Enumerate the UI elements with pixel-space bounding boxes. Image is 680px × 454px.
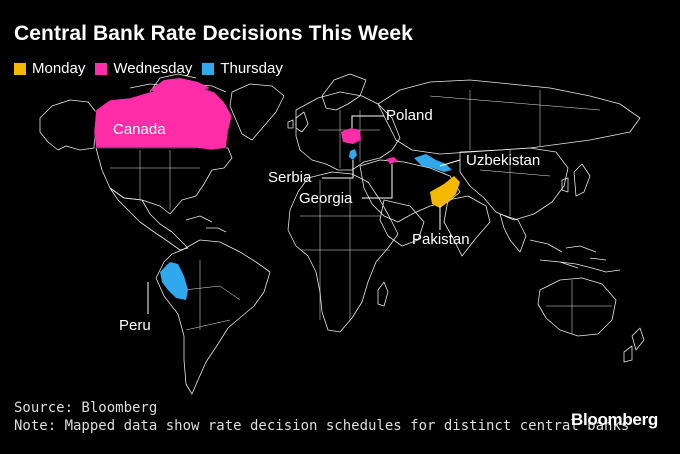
legend-label-wednesday: Wednesday [113,60,193,77]
arabia-outline [379,199,425,247]
country-uzbekistan [414,154,452,172]
label-poland: Poland [386,107,433,124]
legend-item-wednesday: Wednesday [95,60,192,77]
madagascar-outline [377,281,389,307]
legend-swatch-wednesday [95,62,108,75]
label-georgia: Georgia [299,190,353,207]
leader-line-poland [351,115,384,128]
leader-line-serbia [322,160,354,179]
indonesia-outline [559,257,621,273]
russia-outline [377,79,641,155]
new-zealand-outline [623,327,645,363]
legend-swatch-thursday [202,62,215,75]
label-pakistan: Pakistan [412,231,470,248]
label-canada: Canada [113,121,166,138]
uk-outline [287,111,309,133]
south-america-outline [155,239,271,395]
legend-item-thursday: Thursday [202,60,283,77]
label-serbia: Serbia [268,169,312,186]
country-canada [93,85,233,151]
alaska-outline [39,99,97,151]
country-poland [341,128,361,144]
legend-label-thursday: Thursday [220,60,283,77]
source-text: Source: Bloomberg [14,400,158,416]
se-asia-outline [499,213,527,253]
india-outline [443,195,491,257]
mexico-outline [109,187,189,251]
land-outlines [39,73,645,395]
note-text: Note: Mapped data show rate decision sch… [14,418,630,434]
chart-title: Central Bank Rate Decisions This Week [14,22,413,45]
japan-outline [561,163,591,197]
greenland-outline [229,83,285,141]
scandinavia-outline [321,73,367,111]
country-peru [160,262,188,300]
australia-outline [537,277,617,337]
leader-line-georgia [362,164,393,199]
legend: Monday Wednesday Thursday [14,60,293,77]
legend-swatch-monday [14,62,26,75]
highlighted-countries [93,78,460,300]
leader-line-uzbekistan [439,159,461,167]
bloomberg-logo: Bloomberg [570,410,658,429]
europe-outline [295,91,401,171]
label-uzbekistan: Uzbekistan [466,152,541,169]
country-georgia [386,157,398,164]
china-outline [459,147,569,221]
legend-label-monday: Monday [32,60,86,77]
leader-lines [147,115,461,314]
country-pakistan [430,176,460,208]
country-serbia [349,149,357,160]
legend-item-monday: Monday [14,60,85,77]
usa-outline [95,147,233,215]
africa-outline [287,171,399,333]
label-peru: Peru [119,317,151,334]
